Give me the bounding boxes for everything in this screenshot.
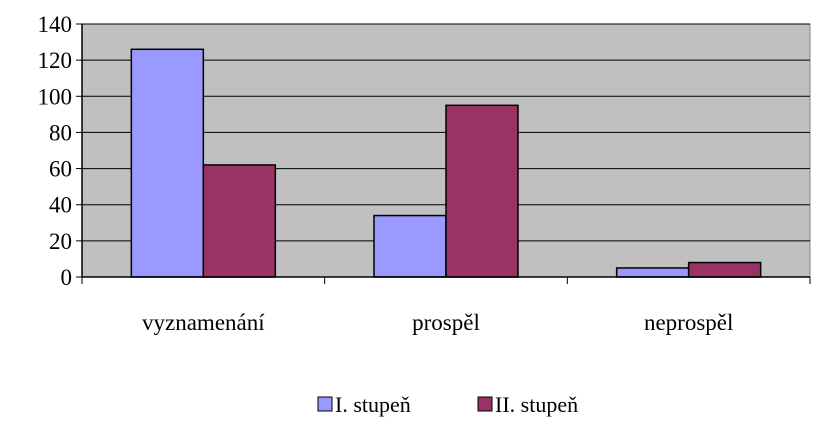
legend-label: I. stupeň (335, 392, 411, 417)
legend-label: II. stupeň (495, 392, 578, 417)
y-tick-labels: 0 20 40 60 80 100 120 140 (38, 12, 73, 290)
legend-swatch (317, 396, 333, 412)
y-tick-label: 100 (38, 84, 73, 109)
x-category-label: prospěl (412, 310, 480, 335)
x-category-labels: vyznamenání prospěl neprospěl (142, 310, 733, 335)
bar-series1 (130, 48, 205, 278)
y-tick-label: 0 (61, 265, 73, 290)
bar-series1 (615, 267, 690, 278)
bar-series1 (373, 214, 447, 278)
y-tick-label: 120 (38, 48, 73, 73)
y-tick-label: 60 (49, 157, 72, 182)
legend-swatch (477, 396, 493, 412)
y-tick-label: 140 (38, 12, 73, 37)
bar-series2 (202, 164, 277, 278)
y-tick-label: 20 (49, 229, 72, 254)
y-tick-label: 40 (49, 193, 72, 218)
axes (76, 23, 811, 284)
bars (130, 48, 762, 278)
bar-series2 (687, 261, 762, 278)
x-category-label: vyznamenání (142, 310, 265, 335)
bar-series2 (445, 104, 519, 278)
x-category-label: neprospěl (644, 310, 733, 335)
y-tick-label: 80 (49, 120, 72, 145)
legend: I. stupeň II. stupeň (317, 392, 578, 417)
